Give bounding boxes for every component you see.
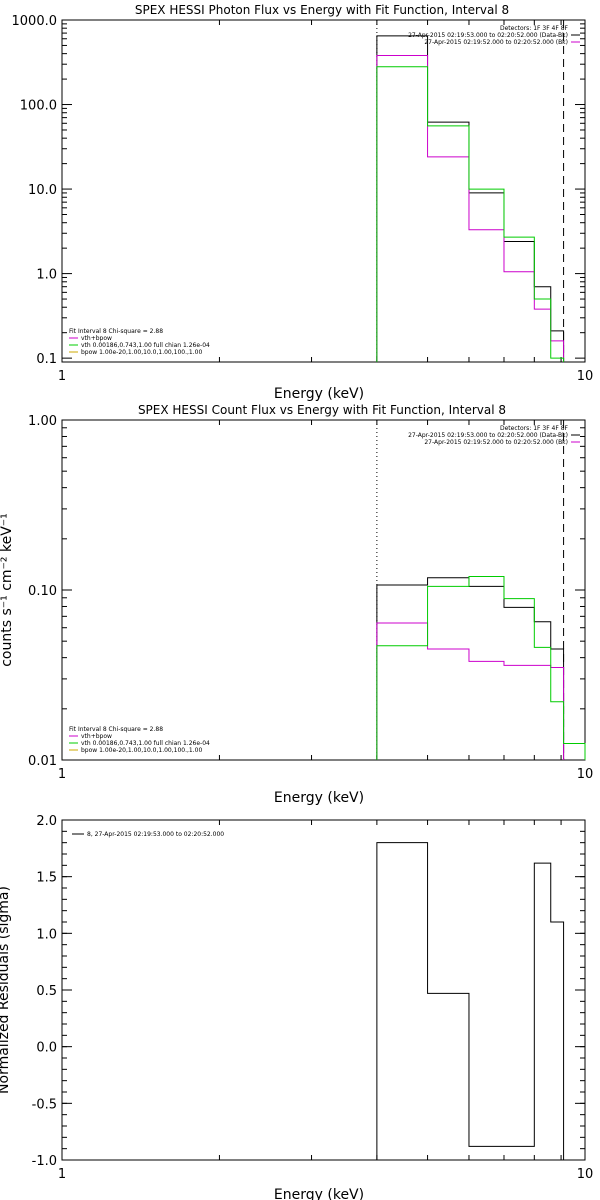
legend-bottom-left-text: vth+bpow bbox=[81, 335, 112, 342]
legend-top-right-text: 27-Apr-2015 02:19:52.000 to 02:20:52.000… bbox=[424, 39, 568, 46]
series-0-histogram bbox=[376, 842, 565, 1160]
panel-residuals: Energy (keV) Normalized Residuals (sigma… bbox=[0, 814, 593, 1200]
panel1-plot: 1 10 0.1 1.0 10.0 100.0 1000.0 Detectors: 1F 3F… bbox=[12, 14, 594, 384]
series-2-histogram bbox=[376, 576, 586, 760]
panel1-title: SPEX HESSI Photon Flux vs Energy with Fi… bbox=[135, 3, 509, 17]
legend-bottom-left-text: bpow 1.00e-20,1.00,10.0,1.00,100.,1.00 bbox=[81, 349, 202, 356]
series-1-histogram bbox=[376, 622, 565, 760]
y-tick-label: 1.0 bbox=[36, 268, 57, 283]
y-tick-label: 100.0 bbox=[20, 99, 57, 114]
plot-frame bbox=[61, 819, 586, 1161]
series-0-histogram bbox=[376, 577, 565, 760]
legend-top-right-text: Detectors: 1F 3F 4F 8F bbox=[500, 425, 569, 432]
panel2-xlabel: Energy (keV) bbox=[274, 790, 364, 806]
x-tick-label: 10 bbox=[577, 1167, 594, 1182]
x-tick-label: 10 bbox=[577, 767, 594, 782]
legend-bottom-left-text: bpow 1.00e-20,1.00,10.0,1.00,100.,1.00 bbox=[81, 747, 202, 754]
plot-frame bbox=[61, 19, 586, 363]
legend-top-left-text: 8, 27-Apr-2015 02:19:53.000 to 02:20:52.… bbox=[87, 831, 224, 838]
x-tick-label: 1 bbox=[58, 1167, 66, 1182]
x-tick-label: 1 bbox=[58, 369, 66, 384]
legend-bottom-left-text: Fit Interval 8 Chi-square = 2.88 bbox=[69, 328, 163, 335]
panel3-plot: 1 10 -1.0 -0.5 0.0 0.5 1.0 1.5 2.0 8, 27-Apr-2015… bbox=[32, 814, 594, 1182]
legend-top-right-text: Detectors: 1F 3F 4F 8F bbox=[500, 25, 569, 32]
y-tick-label: 1000.0 bbox=[12, 14, 58, 29]
y-tick-label: 1.5 bbox=[36, 871, 57, 886]
y-tick-label: 0.5 bbox=[36, 984, 57, 999]
legend-bottom-left-text: vth+bpow bbox=[81, 733, 112, 740]
y-tick-label: 0.1 bbox=[36, 352, 57, 367]
panel3-ylabel: Normalized Residuals (sigma) bbox=[0, 886, 12, 1094]
panel-photon-flux: SPEX HESSI Photon Flux vs Energy with Fi… bbox=[12, 3, 594, 402]
panel3-xlabel: Energy (keV) bbox=[274, 1187, 364, 1200]
series-1-histogram bbox=[376, 55, 565, 362]
panel2-title: SPEX HESSI Count Flux vs Energy with Fit… bbox=[138, 403, 506, 417]
legend-top-right-text: 27-Apr-2015 02:19:53.000 to 02:20:52.000… bbox=[408, 432, 568, 439]
series-0-histogram bbox=[376, 35, 565, 362]
legend-bottom-left-text: vth 0.00186,0.743,1.00 full chian 1.26e-… bbox=[81, 740, 210, 747]
x-tick-label: 1 bbox=[58, 767, 66, 782]
panel2-plot: 1 100.010.101.00 Detectors: 1F 3F 4F 8F27-… bbox=[28, 414, 593, 782]
y-tick-label: 0.01 bbox=[28, 754, 57, 769]
y-tick-label: 10.0 bbox=[28, 183, 57, 198]
legend-top-right-text: 27-Apr-2015 02:19:53.000 to 02:20:52.000… bbox=[408, 32, 568, 39]
y-tick-label: 1.00 bbox=[28, 414, 57, 429]
panel2-ylabel: counts s⁻¹ cm⁻² keV⁻¹ bbox=[0, 513, 15, 667]
series-2-histogram bbox=[376, 66, 565, 362]
y-tick-label: 0.0 bbox=[36, 1041, 57, 1056]
legend-bottom-left-text: Fit Interval 8 Chi-square = 2.88 bbox=[69, 726, 163, 733]
y-tick-label: -1.0 bbox=[32, 1154, 57, 1169]
y-tick-label: 0.10 bbox=[28, 584, 57, 599]
plot-frame bbox=[61, 419, 586, 761]
x-tick-label: 10 bbox=[577, 369, 594, 384]
y-tick-label: -0.5 bbox=[32, 1097, 57, 1112]
y-tick-label: 2.0 bbox=[36, 814, 57, 829]
legend-bottom-left-text: vth 0.00186,0.743,1.00 full chian 1.26e-… bbox=[81, 342, 210, 349]
panel-count-flux: SPEX HESSI Count Flux vs Energy with Fit… bbox=[0, 403, 593, 806]
y-tick-label: 1.0 bbox=[36, 927, 57, 942]
panel1-xlabel: Energy (keV) bbox=[274, 386, 364, 402]
legend-top-right-text: 27-Apr-2015 02:19:52.000 to 02:20:52.000… bbox=[424, 439, 568, 446]
